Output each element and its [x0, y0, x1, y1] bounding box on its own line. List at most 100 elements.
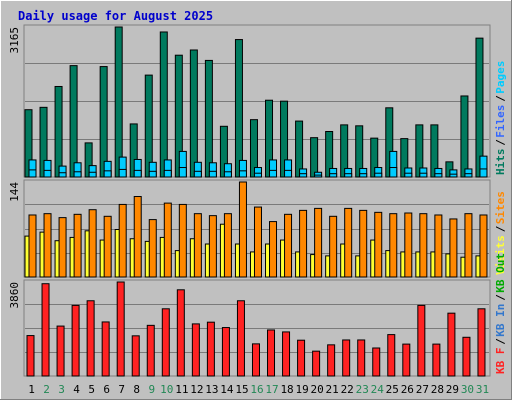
sites-bar: [359, 209, 368, 278]
hits-legend-separator: /: [494, 139, 507, 146]
day-label: 29: [446, 383, 459, 396]
kbf-bar: [267, 329, 276, 377]
hits-legend-pages: Pages: [494, 61, 507, 94]
kbf-bar: [447, 312, 456, 377]
kbytes-legend-kb-in: KB In: [494, 304, 507, 337]
day-label: 20: [311, 383, 324, 396]
kbf-bar: [236, 300, 245, 377]
pages-bar: [269, 169, 278, 178]
hits-bar: [54, 85, 63, 178]
kbf-bar: [327, 344, 336, 377]
chart-panels: 3165Hits/Files/Pages144Visits/Sites3860K…: [8, 24, 507, 377]
kbytes-max-label: 3860: [8, 282, 21, 309]
day-label: 15: [235, 383, 248, 396]
pages-bar: [404, 172, 413, 178]
pages-bar: [103, 170, 112, 178]
sites-bar: [43, 213, 52, 278]
kbf-bar: [146, 324, 155, 377]
hits-bar: [460, 95, 469, 178]
pages-bar: [118, 168, 127, 178]
sites-bar: [269, 221, 278, 278]
pages-bar: [178, 167, 187, 178]
sites-bar: [133, 196, 142, 278]
hits-bar: [159, 31, 168, 178]
pages-bar: [223, 171, 232, 178]
hits-bar: [204, 59, 213, 178]
pages-bar: [148, 170, 157, 178]
pages-bar: [359, 173, 368, 178]
day-label: 10: [160, 383, 173, 396]
pages-bar: [419, 172, 428, 178]
hits-bar: [144, 74, 153, 178]
pages-bar: [449, 173, 458, 178]
pages-bar: [434, 173, 443, 178]
kbf-bar: [86, 300, 95, 377]
pages-bar: [329, 173, 338, 178]
kbf-bar: [297, 339, 306, 377]
kbf-bar: [251, 343, 260, 377]
day-label: 26: [401, 383, 414, 396]
kbf-bar: [372, 347, 381, 377]
hits-bar: [189, 49, 198, 178]
day-label: 28: [431, 383, 444, 396]
kbf-bar: [101, 321, 110, 377]
pages-bar: [314, 174, 323, 178]
kbf-bar: [26, 335, 35, 377]
sites-bar: [73, 213, 82, 278]
day-label: 5: [88, 383, 95, 396]
visits-panel: 144 Visits /Sites: [8, 179, 507, 278]
visits-max-label: 144: [8, 182, 21, 202]
kbf-bar: [191, 323, 200, 377]
day-label: 21: [326, 383, 339, 396]
pages-bar: [299, 173, 308, 178]
day-label: 27: [416, 383, 429, 396]
kbf-bar: [282, 331, 291, 377]
sites-bar: [238, 181, 247, 278]
pages-bar: [464, 173, 473, 178]
pages-bar: [88, 171, 97, 178]
sites-bar: [284, 213, 293, 278]
day-label: 4: [73, 383, 80, 396]
sites-bar: [193, 213, 202, 278]
kbf-bar: [477, 308, 486, 377]
day-label: 19: [295, 383, 308, 396]
day-label: 30: [461, 383, 474, 396]
kbytes-legend-kb-f: KB F: [494, 348, 507, 375]
pages-bar: [284, 169, 293, 178]
day-label: 16: [250, 383, 263, 396]
day-label: 23: [356, 383, 369, 396]
hits-bar: [310, 137, 319, 178]
pages-bar: [163, 169, 172, 178]
sites-bar: [419, 213, 428, 278]
pages-bar: [344, 173, 353, 178]
hits-bar: [114, 26, 123, 178]
sites-bar: [223, 213, 232, 278]
hits-legend-hits: Hits: [494, 149, 507, 176]
day-label: 14: [220, 383, 234, 396]
day-label: 22: [341, 383, 354, 396]
hits-legend-files: Files: [494, 105, 507, 138]
pages-bar: [253, 172, 262, 178]
kbf-bar: [417, 304, 426, 377]
hits-bar: [234, 39, 243, 178]
sites-bar: [464, 213, 473, 278]
pages-bar: [133, 169, 142, 178]
pages-bar: [73, 171, 82, 178]
hits-bar: [99, 66, 108, 178]
day-label: 17: [265, 383, 278, 396]
kbf-bar: [161, 308, 170, 377]
kbf-bar: [116, 281, 125, 377]
kbf-bar: [176, 289, 185, 377]
kbf-bar: [131, 335, 140, 377]
sites-bar: [163, 202, 172, 278]
kbf-bar: [432, 343, 441, 377]
day-label: 2: [43, 383, 50, 396]
pages-bar: [28, 169, 37, 178]
chart-title: Daily usage for August 2025: [18, 9, 213, 23]
hits-max-label: 3165: [8, 27, 21, 54]
day-label: 6: [103, 383, 110, 396]
